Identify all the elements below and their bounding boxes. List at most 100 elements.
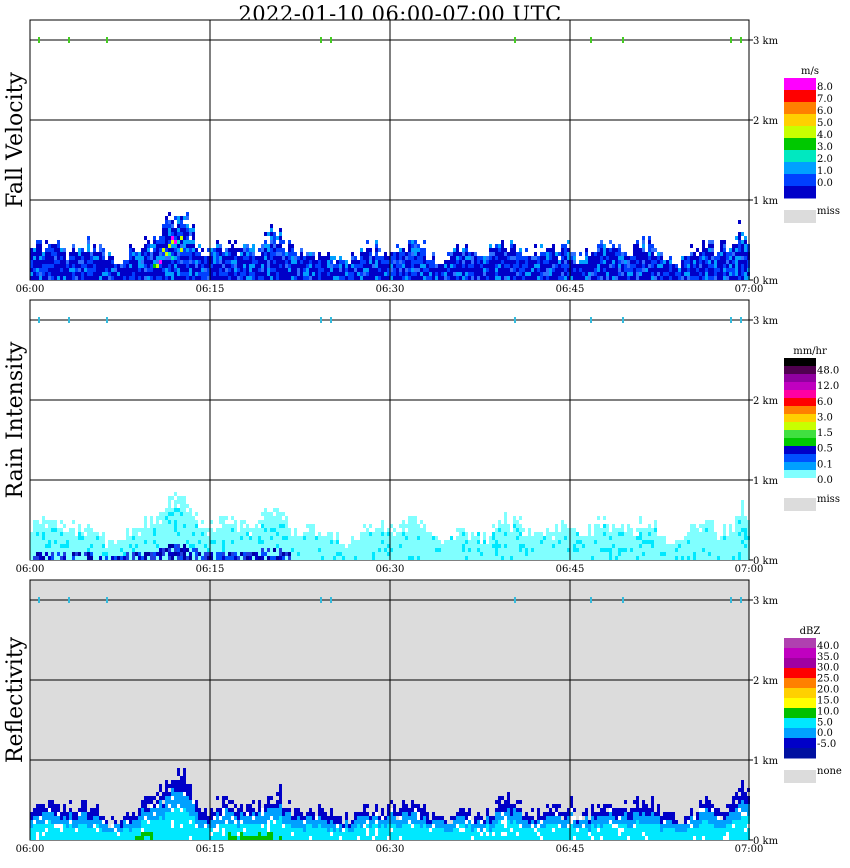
panel-ylabel: Reflectivity — [3, 636, 28, 763]
legend-label: 0.0 — [817, 475, 833, 486]
colorbar-legend: mm/hr 48.0 12.0 6.0 3.0 1.5 0.5 0.1 0.0 miss — [784, 346, 840, 511]
legend-swatch — [784, 678, 816, 689]
legend-label: 40.0 — [817, 641, 839, 652]
legend-label: 35.0 — [817, 652, 839, 663]
echo-top-marker — [622, 37, 624, 43]
legend-missing-label: miss — [817, 494, 840, 505]
precipitation-echo — [30, 492, 750, 560]
legend-label: 10.0 — [817, 706, 839, 717]
legend-swatch — [784, 446, 816, 455]
legend-label: 25.0 — [817, 674, 839, 685]
legend-label: 20.0 — [817, 685, 839, 696]
height-tick-label: 2 km — [753, 116, 779, 127]
legend-swatch — [784, 430, 816, 439]
legend-swatch — [784, 648, 816, 659]
time-tick-label: 06:45 — [556, 844, 585, 855]
legend-missing-swatch — [784, 770, 816, 783]
legend-missing-label: miss — [817, 206, 840, 217]
echo-top-marker — [68, 37, 70, 43]
legend-label: 0.0 — [817, 728, 833, 739]
legend-swatch — [784, 668, 816, 679]
legend-label: 12.0 — [817, 381, 839, 392]
time-tick-label: 06:15 — [196, 284, 225, 295]
legend-swatch — [784, 358, 816, 367]
legend-swatch — [784, 78, 816, 91]
height-tick-label: 1 km — [753, 476, 779, 487]
legend-label: 6.0 — [817, 397, 833, 408]
colorbar-legend: dBZ 40.035.030.025.020.015.010.05.00.0-5.… — [784, 626, 842, 783]
legend-swatch — [784, 406, 816, 415]
legend-swatch — [784, 138, 816, 151]
time-tick-label: 06:15 — [196, 564, 225, 575]
legend-swatch — [784, 414, 816, 423]
height-tick-label: 2 km — [753, 396, 779, 407]
echo-top-marker — [320, 597, 322, 603]
precipitation-echo — [30, 768, 750, 840]
legend-label: 5.0 — [817, 717, 833, 728]
legend-swatch — [784, 698, 816, 709]
legend-label: 6.0 — [817, 106, 833, 117]
legend-swatch — [784, 462, 816, 471]
echo-top-marker — [38, 597, 40, 603]
legend-label: 0.1 — [817, 459, 833, 470]
legend-swatch — [784, 748, 816, 759]
legend-label: 0.5 — [817, 444, 833, 455]
legend-swatch — [784, 390, 816, 399]
legend-label: 48.0 — [817, 366, 839, 377]
echo-top-marker — [622, 597, 624, 603]
legend-label: 8.0 — [817, 82, 833, 93]
legend-label: 3.0 — [817, 412, 833, 423]
legend-swatch — [784, 374, 816, 383]
legend-swatch — [784, 738, 816, 749]
echo-top-marker — [106, 37, 108, 43]
echo-top-marker — [730, 597, 732, 603]
legend-swatch — [784, 150, 816, 163]
echo-top-marker — [38, 37, 40, 43]
height-tick-label: 2 km — [753, 676, 779, 687]
legend-swatch — [784, 438, 816, 447]
legend-swatch — [784, 114, 816, 127]
height-tick-label: 0 km — [753, 556, 779, 567]
echo-top-marker — [106, 317, 108, 323]
legend-swatch — [784, 658, 816, 669]
legend-label: 2.0 — [817, 154, 833, 165]
panel-reflectivity: 0 km 1 km 2 km 3 km 06:00 06:15 06:30 06:45 07:0… — [3, 579, 842, 855]
legend-label: 0.0 — [817, 178, 833, 189]
echo-top-marker — [730, 37, 732, 43]
echo-top-marker — [68, 597, 70, 603]
legend-swatch — [784, 718, 816, 729]
legend-missing-swatch — [784, 498, 816, 511]
time-tick-label: 07:00 — [735, 284, 764, 295]
echo-top-marker — [590, 37, 592, 43]
legend-label: 7.0 — [817, 94, 833, 105]
legend-swatch — [784, 454, 816, 463]
panel-ylabel: Rain Intensity — [3, 341, 28, 498]
time-tick-label: 06:30 — [376, 284, 405, 295]
echo-top-marker — [330, 37, 332, 43]
legend-missing-label: none — [817, 766, 842, 777]
legend-swatch — [784, 422, 816, 431]
legend-swatch — [784, 174, 816, 187]
legend-label: 3.0 — [817, 142, 833, 153]
precipitation-echo — [30, 212, 750, 280]
legend-swatch — [784, 638, 816, 649]
echo-top-marker — [514, 317, 516, 323]
legend-label: 1.0 — [817, 166, 833, 177]
time-tick-label: 06:30 — [376, 564, 405, 575]
time-tick-label: 07:00 — [735, 564, 764, 575]
height-tick-label: 1 km — [753, 196, 779, 207]
legend-label: 15.0 — [817, 695, 839, 706]
colorbar-legend: m/s 8.07.06.05.04.03.02.01.00.0 miss — [784, 66, 840, 223]
legend-swatch — [784, 478, 816, 487]
time-tick-label: 06:00 — [16, 564, 45, 575]
echo-top-marker — [330, 597, 332, 603]
echo-top-marker — [590, 597, 592, 603]
echo-top-marker — [38, 317, 40, 323]
height-tick-label: 0 km — [753, 836, 779, 847]
legend-swatch — [784, 186, 816, 199]
echo-top-marker — [68, 317, 70, 323]
legend-swatch — [784, 382, 816, 391]
echo-top-marker — [740, 597, 742, 603]
legend-unit: m/s — [801, 66, 819, 77]
legend-label: 4.0 — [817, 130, 833, 141]
